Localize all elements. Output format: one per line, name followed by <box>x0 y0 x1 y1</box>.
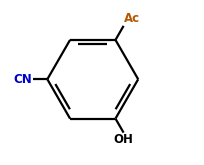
Text: Ac: Ac <box>124 12 140 25</box>
Text: CN: CN <box>13 73 32 86</box>
Text: OH: OH <box>113 133 133 147</box>
